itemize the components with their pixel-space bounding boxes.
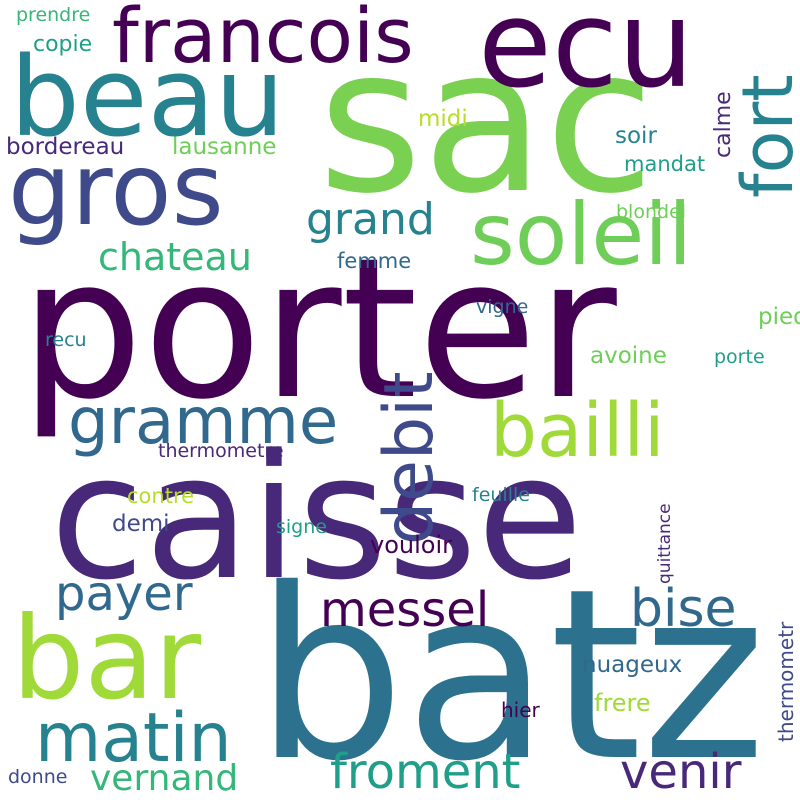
word-vigne: vigne [476, 296, 529, 318]
word-payer: payer [55, 566, 193, 622]
word-grand: grand [306, 194, 435, 245]
word-porte: porte [714, 346, 765, 368]
word-thermometr: thermometr [774, 621, 798, 742]
word-chateau: chateau [98, 235, 252, 279]
word-debit: debit [370, 371, 449, 545]
word-femme: femme [337, 249, 412, 273]
word-pied: pied [758, 304, 800, 330]
word-midi: midi [418, 106, 468, 132]
word-fort: fort [727, 74, 800, 198]
word-donne: donne [8, 766, 68, 788]
word-hier: hier [501, 698, 540, 722]
word-contre: contre [127, 484, 195, 508]
word-soir: soir [615, 123, 657, 149]
word-sac: sac [318, 5, 655, 238]
word-prendre: prendre [16, 4, 91, 26]
word-bar: bar [12, 592, 202, 725]
word-matin: matin [35, 699, 232, 778]
word-gramme: gramme [68, 385, 339, 459]
word-demi: demi [112, 511, 170, 537]
word-beau: beau [10, 33, 285, 161]
word-porter: porter [20, 216, 617, 442]
word-nuageux: nuageux [582, 652, 683, 678]
word-vernand: vernand [90, 758, 239, 799]
word-soleil: soleil [470, 185, 693, 285]
word-gros: gros [8, 131, 224, 248]
word-mandat: mandat [624, 152, 706, 176]
word-bordereau: bordereau [6, 134, 125, 160]
word-quittance: quittance [655, 503, 675, 584]
word-recu: recu [45, 329, 87, 351]
word-venir: venir [620, 744, 742, 800]
word-vouloir: vouloir [370, 531, 452, 559]
word-froment: froment [330, 744, 521, 800]
word-francois: francois [112, 0, 414, 80]
word-avoine: avoine [590, 343, 667, 369]
word-batz: batz [255, 538, 766, 800]
word-bailli: bailli [490, 388, 665, 474]
word-messel: messel [320, 582, 490, 638]
word-calme: calme [711, 91, 736, 158]
word-blondel: blondel [616, 201, 687, 223]
word-frere: frere [594, 689, 651, 717]
word-copie: copie [33, 32, 93, 57]
word-caisse: caisse [50, 417, 583, 618]
word-lausanne: lausanne [172, 134, 277, 160]
word-bise: bise [630, 579, 737, 639]
word-signe: signe [276, 516, 327, 538]
word-ecu: ecu [478, 0, 694, 115]
word-thermometre: thermometre [158, 440, 284, 462]
word-feuille: feuille [472, 484, 530, 506]
